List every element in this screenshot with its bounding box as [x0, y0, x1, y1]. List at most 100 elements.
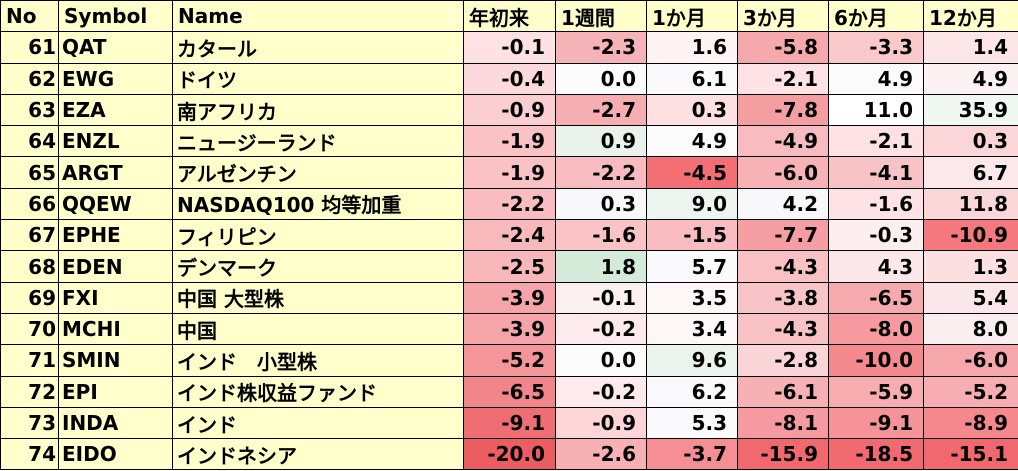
value-cell-1week: -2.6: [555, 438, 647, 471]
value-cell-6month: 4.3: [828, 250, 924, 283]
symbol-cell: ENZL: [58, 125, 173, 158]
table-row: 67 EPHE フィリピン -2.4 -1.6 -1.5 -7.7 -0.3 -10.9: [0, 219, 1018, 252]
value-cell-1week: -1.6: [555, 219, 647, 252]
value-cell-3month: -7.8: [737, 93, 829, 127]
header-1week: 1週間: [555, 0, 647, 33]
table-row: 73 INDA インド -9.1 -0.9 5.3 -8.1 -9.1 -8.9: [0, 406, 1018, 440]
value-cell-3month: -4.3: [737, 250, 829, 283]
value-cell-3month: -7.7: [737, 219, 829, 252]
symbol-cell: EPI: [58, 375, 173, 408]
name-cell: カタール: [172, 31, 464, 64]
symbol-cell: ARGT: [58, 156, 173, 189]
row-number: 67: [0, 219, 59, 252]
name-cell: インド: [172, 406, 464, 440]
row-number: 73: [0, 406, 59, 440]
table-row: 62 EWG ドイツ -0.4 0.0 6.1 -2.1 4.9 4.9: [0, 62, 1018, 95]
value-cell-1month: 5.7: [646, 250, 738, 283]
value-cell-3month: -15.9: [737, 438, 829, 471]
value-cell-12month: -5.2: [923, 375, 1018, 408]
value-cell-1month: 4.9: [646, 125, 738, 158]
row-number: 66: [0, 187, 59, 221]
value-cell-1month: 9.0: [646, 187, 738, 221]
value-cell-6month: -6.5: [828, 281, 924, 314]
value-cell-1week: -2.2: [555, 156, 647, 189]
value-cell-ytd: -3.9: [463, 312, 556, 346]
row-number: 62: [0, 62, 59, 95]
table-row: 66 QQEW NASDAQ100 均等加重 -2.2 0.3 9.0 4.2 -1.6 11.…: [0, 187, 1018, 221]
value-cell-12month: 1.3: [923, 250, 1018, 283]
value-cell-12month: -15.1: [923, 438, 1018, 471]
row-number: 61: [0, 31, 59, 64]
header-12month: 12か月: [923, 0, 1018, 33]
value-cell-12month: 8.0: [923, 312, 1018, 346]
row-number: 68: [0, 250, 59, 283]
value-cell-1month: 1.6: [646, 31, 738, 64]
value-cell-1week: 0.3: [555, 187, 647, 221]
value-cell-1week: -0.1: [555, 281, 647, 314]
name-cell: インド 小型株: [172, 344, 464, 377]
value-cell-1month: -3.7: [646, 438, 738, 471]
value-cell-ytd: -0.9: [463, 93, 556, 127]
name-cell: フィリピン: [172, 219, 464, 252]
value-cell-3month: -5.8: [737, 31, 829, 64]
value-cell-6month: -10.0: [828, 344, 924, 377]
value-cell-6month: 11.0: [828, 93, 924, 127]
row-number: 63: [0, 93, 59, 127]
value-cell-12month: 4.9: [923, 62, 1018, 95]
table-row: 71 SMIN インド 小型株 -5.2 0.0 9.6 -2.8 -10.0 -6.0: [0, 344, 1018, 377]
name-cell: インド株収益ファンド: [172, 375, 464, 408]
value-cell-1week: -2.3: [555, 31, 647, 64]
value-cell-6month: -8.0: [828, 312, 924, 346]
value-cell-1week: -0.9: [555, 406, 647, 440]
value-cell-12month: 5.4: [923, 281, 1018, 314]
value-cell-ytd: -5.2: [463, 344, 556, 377]
header-name: Name: [172, 0, 464, 33]
table-row: 72 EPI インド株収益ファンド -6.5 -0.2 6.2 -6.1 -5.9 -5.2: [0, 375, 1018, 408]
value-cell-6month: -4.1: [828, 156, 924, 189]
value-cell-3month: -2.8: [737, 344, 829, 377]
value-cell-ytd: -6.5: [463, 375, 556, 408]
header-row: No Symbol Name 年初来 1週間 1か月 3か月 6か月 12か月: [0, 0, 1018, 33]
row-number: 70: [0, 312, 59, 346]
value-cell-1month: 6.2: [646, 375, 738, 408]
symbol-cell: FXI: [58, 281, 173, 314]
value-cell-ytd: -3.9: [463, 281, 556, 314]
value-cell-1week: 0.9: [555, 125, 647, 158]
symbol-cell: QAT: [58, 31, 173, 64]
row-number: 64: [0, 125, 59, 158]
value-cell-12month: 0.3: [923, 125, 1018, 158]
value-cell-1month: 5.3: [646, 406, 738, 440]
value-cell-ytd: -1.9: [463, 125, 556, 158]
value-cell-ytd: -2.2: [463, 187, 556, 221]
value-cell-3month: 4.2: [737, 187, 829, 221]
value-cell-12month: -10.9: [923, 219, 1018, 252]
row-number: 71: [0, 344, 59, 377]
value-cell-1week: 0.0: [555, 62, 647, 95]
value-cell-ytd: -0.1: [463, 31, 556, 64]
table-row: 69 FXI 中国 大型株 -3.9 -0.1 3.5 -3.8 -6.5 5.4: [0, 281, 1018, 314]
value-cell-6month: -5.9: [828, 375, 924, 408]
value-cell-1week: 0.0: [555, 344, 647, 377]
name-cell: NASDAQ100 均等加重: [172, 187, 464, 221]
value-cell-3month: -3.8: [737, 281, 829, 314]
name-cell: 南アフリカ: [172, 93, 464, 127]
name-cell: デンマーク: [172, 250, 464, 283]
value-cell-6month: -1.6: [828, 187, 924, 221]
value-cell-ytd: -2.4: [463, 219, 556, 252]
value-cell-1month: 0.3: [646, 93, 738, 127]
name-cell: 中国: [172, 312, 464, 346]
value-cell-ytd: -0.4: [463, 62, 556, 95]
value-cell-1month: -4.5: [646, 156, 738, 189]
symbol-cell: EIDO: [58, 438, 173, 471]
name-cell: ニュージーランド: [172, 125, 464, 158]
value-cell-3month: -6.0: [737, 156, 829, 189]
table-row: 63 EZA 南アフリカ -0.9 -2.7 0.3 -7.8 11.0 35.9: [0, 93, 1018, 127]
table-row: 70 MCHI 中国 -3.9 -0.2 3.4 -4.3 -8.0 8.0: [0, 312, 1018, 346]
row-number: 74: [0, 438, 59, 471]
table-row: 74 EIDO インドネシア -20.0 -2.6 -3.7 -15.9 -18.5 -15.1: [0, 438, 1018, 471]
value-cell-1week: -0.2: [555, 312, 647, 346]
name-cell: 中国 大型株: [172, 281, 464, 314]
value-cell-ytd: -1.9: [463, 156, 556, 189]
value-cell-1month: 3.5: [646, 281, 738, 314]
value-cell-12month: 11.8: [923, 187, 1018, 221]
